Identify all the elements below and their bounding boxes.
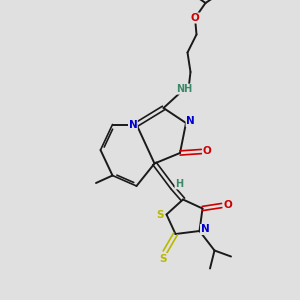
Text: NH: NH — [176, 84, 193, 94]
Text: N: N — [186, 116, 195, 127]
Text: H: H — [175, 179, 183, 189]
Text: O: O — [223, 200, 232, 211]
Text: N: N — [128, 119, 137, 130]
Text: S: S — [160, 254, 167, 264]
Text: N: N — [200, 224, 209, 235]
Text: O: O — [190, 13, 200, 23]
Text: O: O — [202, 146, 211, 157]
Text: S: S — [156, 209, 164, 220]
